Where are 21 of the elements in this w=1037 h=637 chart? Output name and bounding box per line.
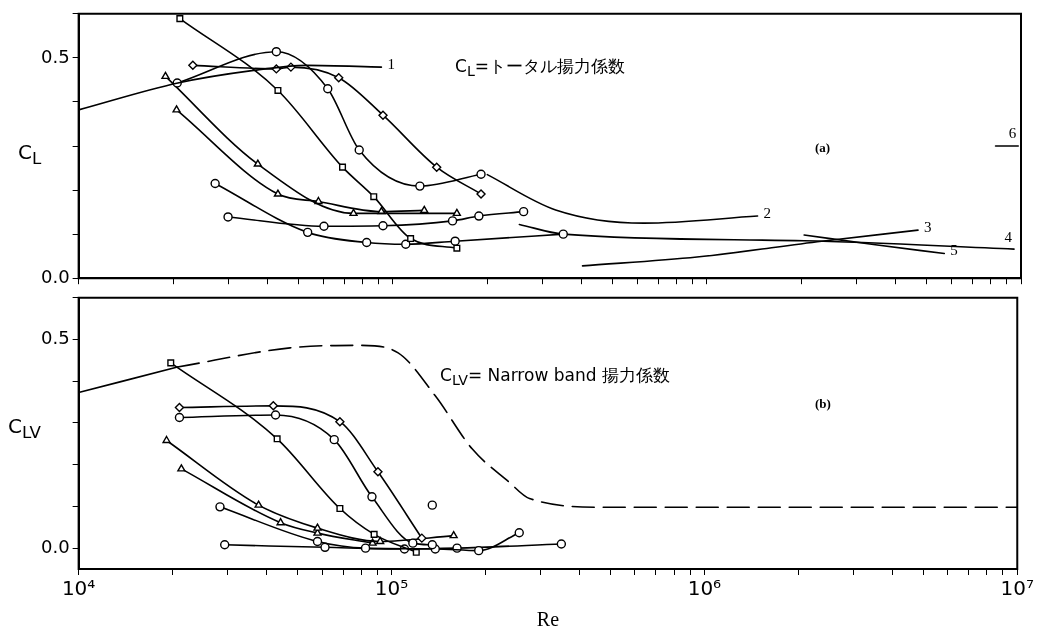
series-label: 3	[924, 219, 932, 236]
annotation: C$_{LV}$= Narrow band 揚力係数	[440, 364, 670, 389]
series-label: 5	[950, 242, 958, 259]
annotation: C$_{L}$=トータル揚力係数	[455, 55, 626, 80]
series-label: 6	[1008, 125, 1017, 142]
series-label: 1	[387, 56, 395, 73]
y-tick-label: 0.0	[40, 535, 70, 557]
y-axis-title: C$_{LV}$	[8, 414, 41, 442]
x-axis-title: Re	[536, 608, 560, 631]
y-tick-label: 0.5	[40, 45, 70, 67]
x-tick-label: 10⁷	[1000, 576, 1034, 601]
y-axis-title: C$_{L}$	[18, 140, 42, 168]
annotation: (a)	[815, 140, 831, 156]
x-tick-label: 10⁶	[687, 576, 722, 601]
annotation: (b)	[815, 396, 831, 412]
series-label: 2	[763, 205, 772, 221]
y-tick-label: 0.0	[40, 265, 70, 287]
y-tick-label: 0.5	[40, 327, 70, 349]
series-label: 4	[1004, 228, 1013, 245]
x-tick-label: 10⁵	[374, 576, 409, 601]
x-tick-label: 10⁴	[61, 576, 96, 601]
